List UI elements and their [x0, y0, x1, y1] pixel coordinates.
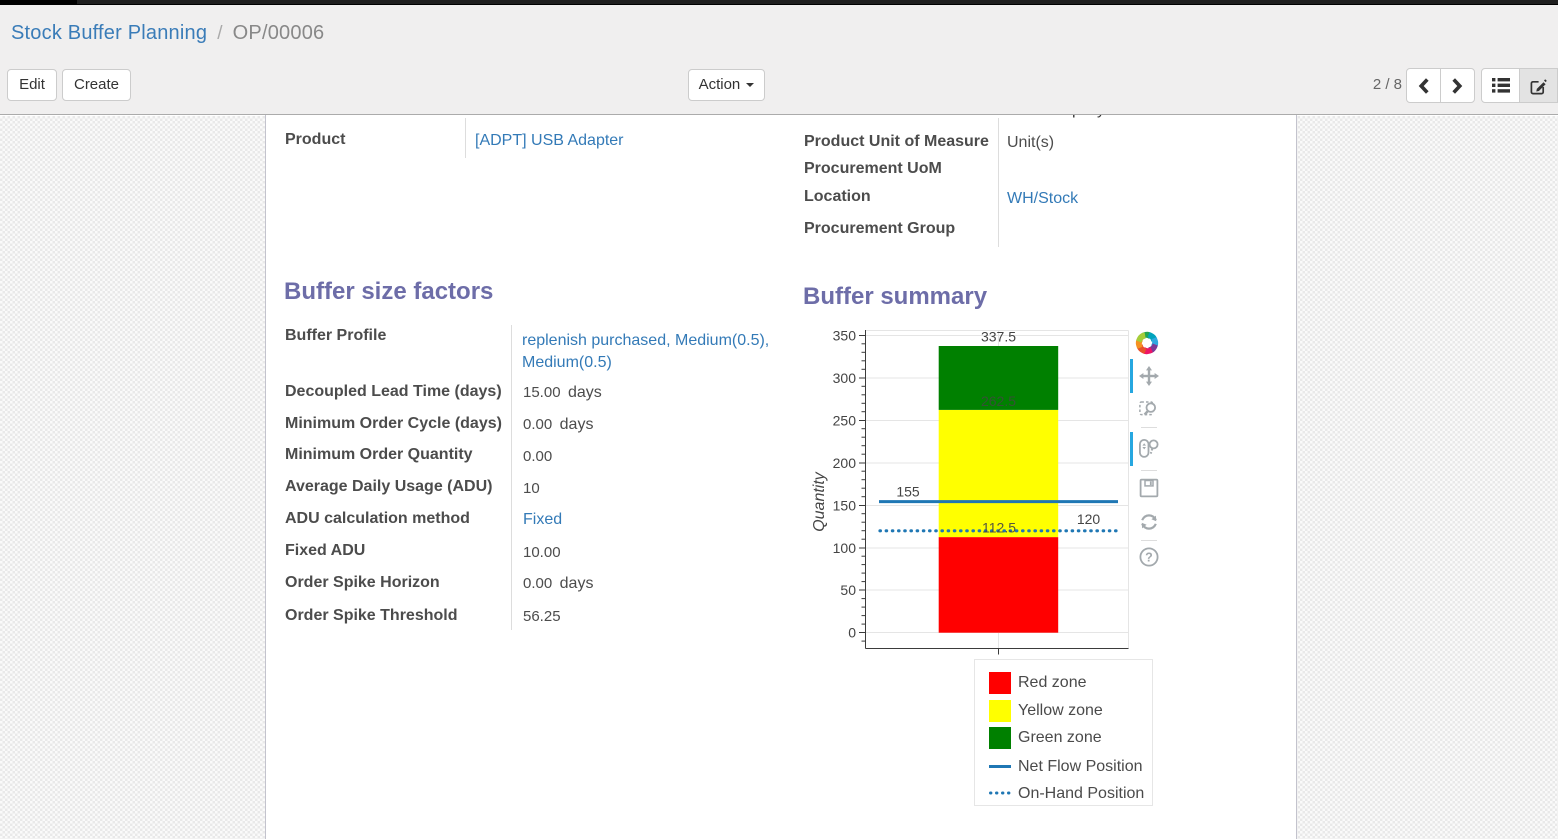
- svg-text:0: 0: [848, 625, 856, 641]
- svg-text:155: 155: [896, 484, 920, 500]
- svg-text:262.5: 262.5: [981, 393, 1016, 409]
- svg-text:50: 50: [840, 582, 856, 598]
- svg-text:150: 150: [833, 498, 857, 514]
- svg-text:200: 200: [833, 455, 857, 471]
- svg-text:250: 250: [833, 413, 857, 429]
- svg-text:112.5: 112.5: [982, 520, 1016, 536]
- svg-text:Quantity: Quantity: [811, 471, 828, 532]
- svg-text:337.5: 337.5: [981, 329, 1016, 345]
- svg-text:?: ?: [1145, 551, 1153, 565]
- svg-text:120: 120: [1077, 511, 1101, 527]
- svg-text:300: 300: [833, 370, 857, 386]
- svg-text:350: 350: [833, 328, 857, 344]
- svg-text:100: 100: [833, 540, 857, 556]
